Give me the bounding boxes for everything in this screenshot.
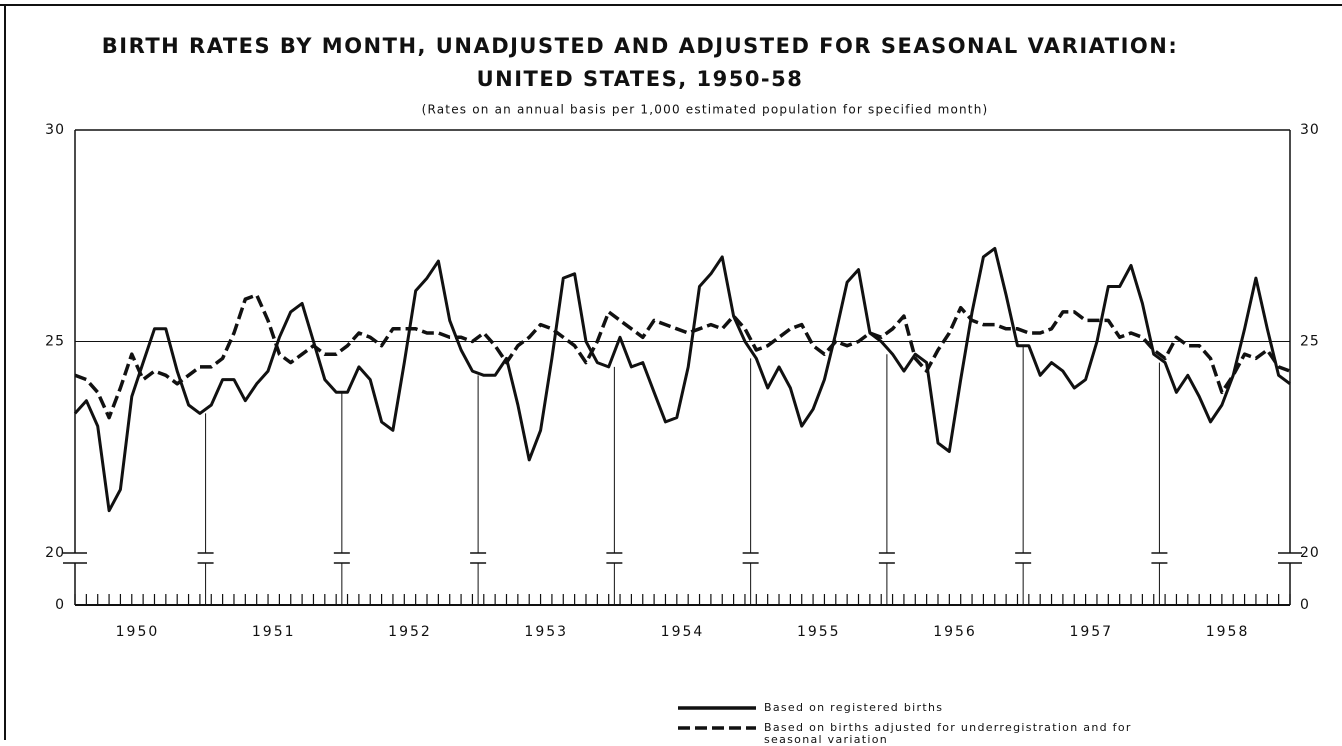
x-tick-label: 1954 [661,624,705,640]
x-tick-label: 1957 [1069,624,1113,640]
x-tick-label: 1955 [797,624,841,640]
y-tick-label: 25 [1300,334,1320,350]
y-tick-label: 20 [1300,545,1320,561]
x-tick-label: 1953 [524,624,568,640]
x-tick-label: 1952 [388,624,432,640]
x-tick-label: 1958 [1206,624,1250,640]
y-tick-label: 20 [45,545,65,561]
legend-label: Based on registered births [764,701,944,714]
y-tick-label: 30 [1300,122,1320,138]
y-tick-label: 0 [55,597,65,613]
chart-title: BIRTH RATES BY MONTH, UNADJUSTED AND ADJ… [102,34,1178,58]
y-tick-label: 0 [1300,597,1310,613]
series-line [74,293,1291,420]
legend-label: Based on births adjusted for underregist… [764,721,1132,746]
y-tick-label: 25 [45,334,65,350]
x-tick-label: 1956 [933,624,977,640]
x-tick-label: 1950 [116,624,160,640]
series-line [73,246,1291,513]
x-tick-label: 1951 [252,624,296,640]
chart-title: UNITED STATES, 1950-58 [477,67,804,91]
chart-subtitle: (Rates on an annual basis per 1,000 esti… [422,103,989,117]
y-tick-label: 30 [45,122,65,138]
